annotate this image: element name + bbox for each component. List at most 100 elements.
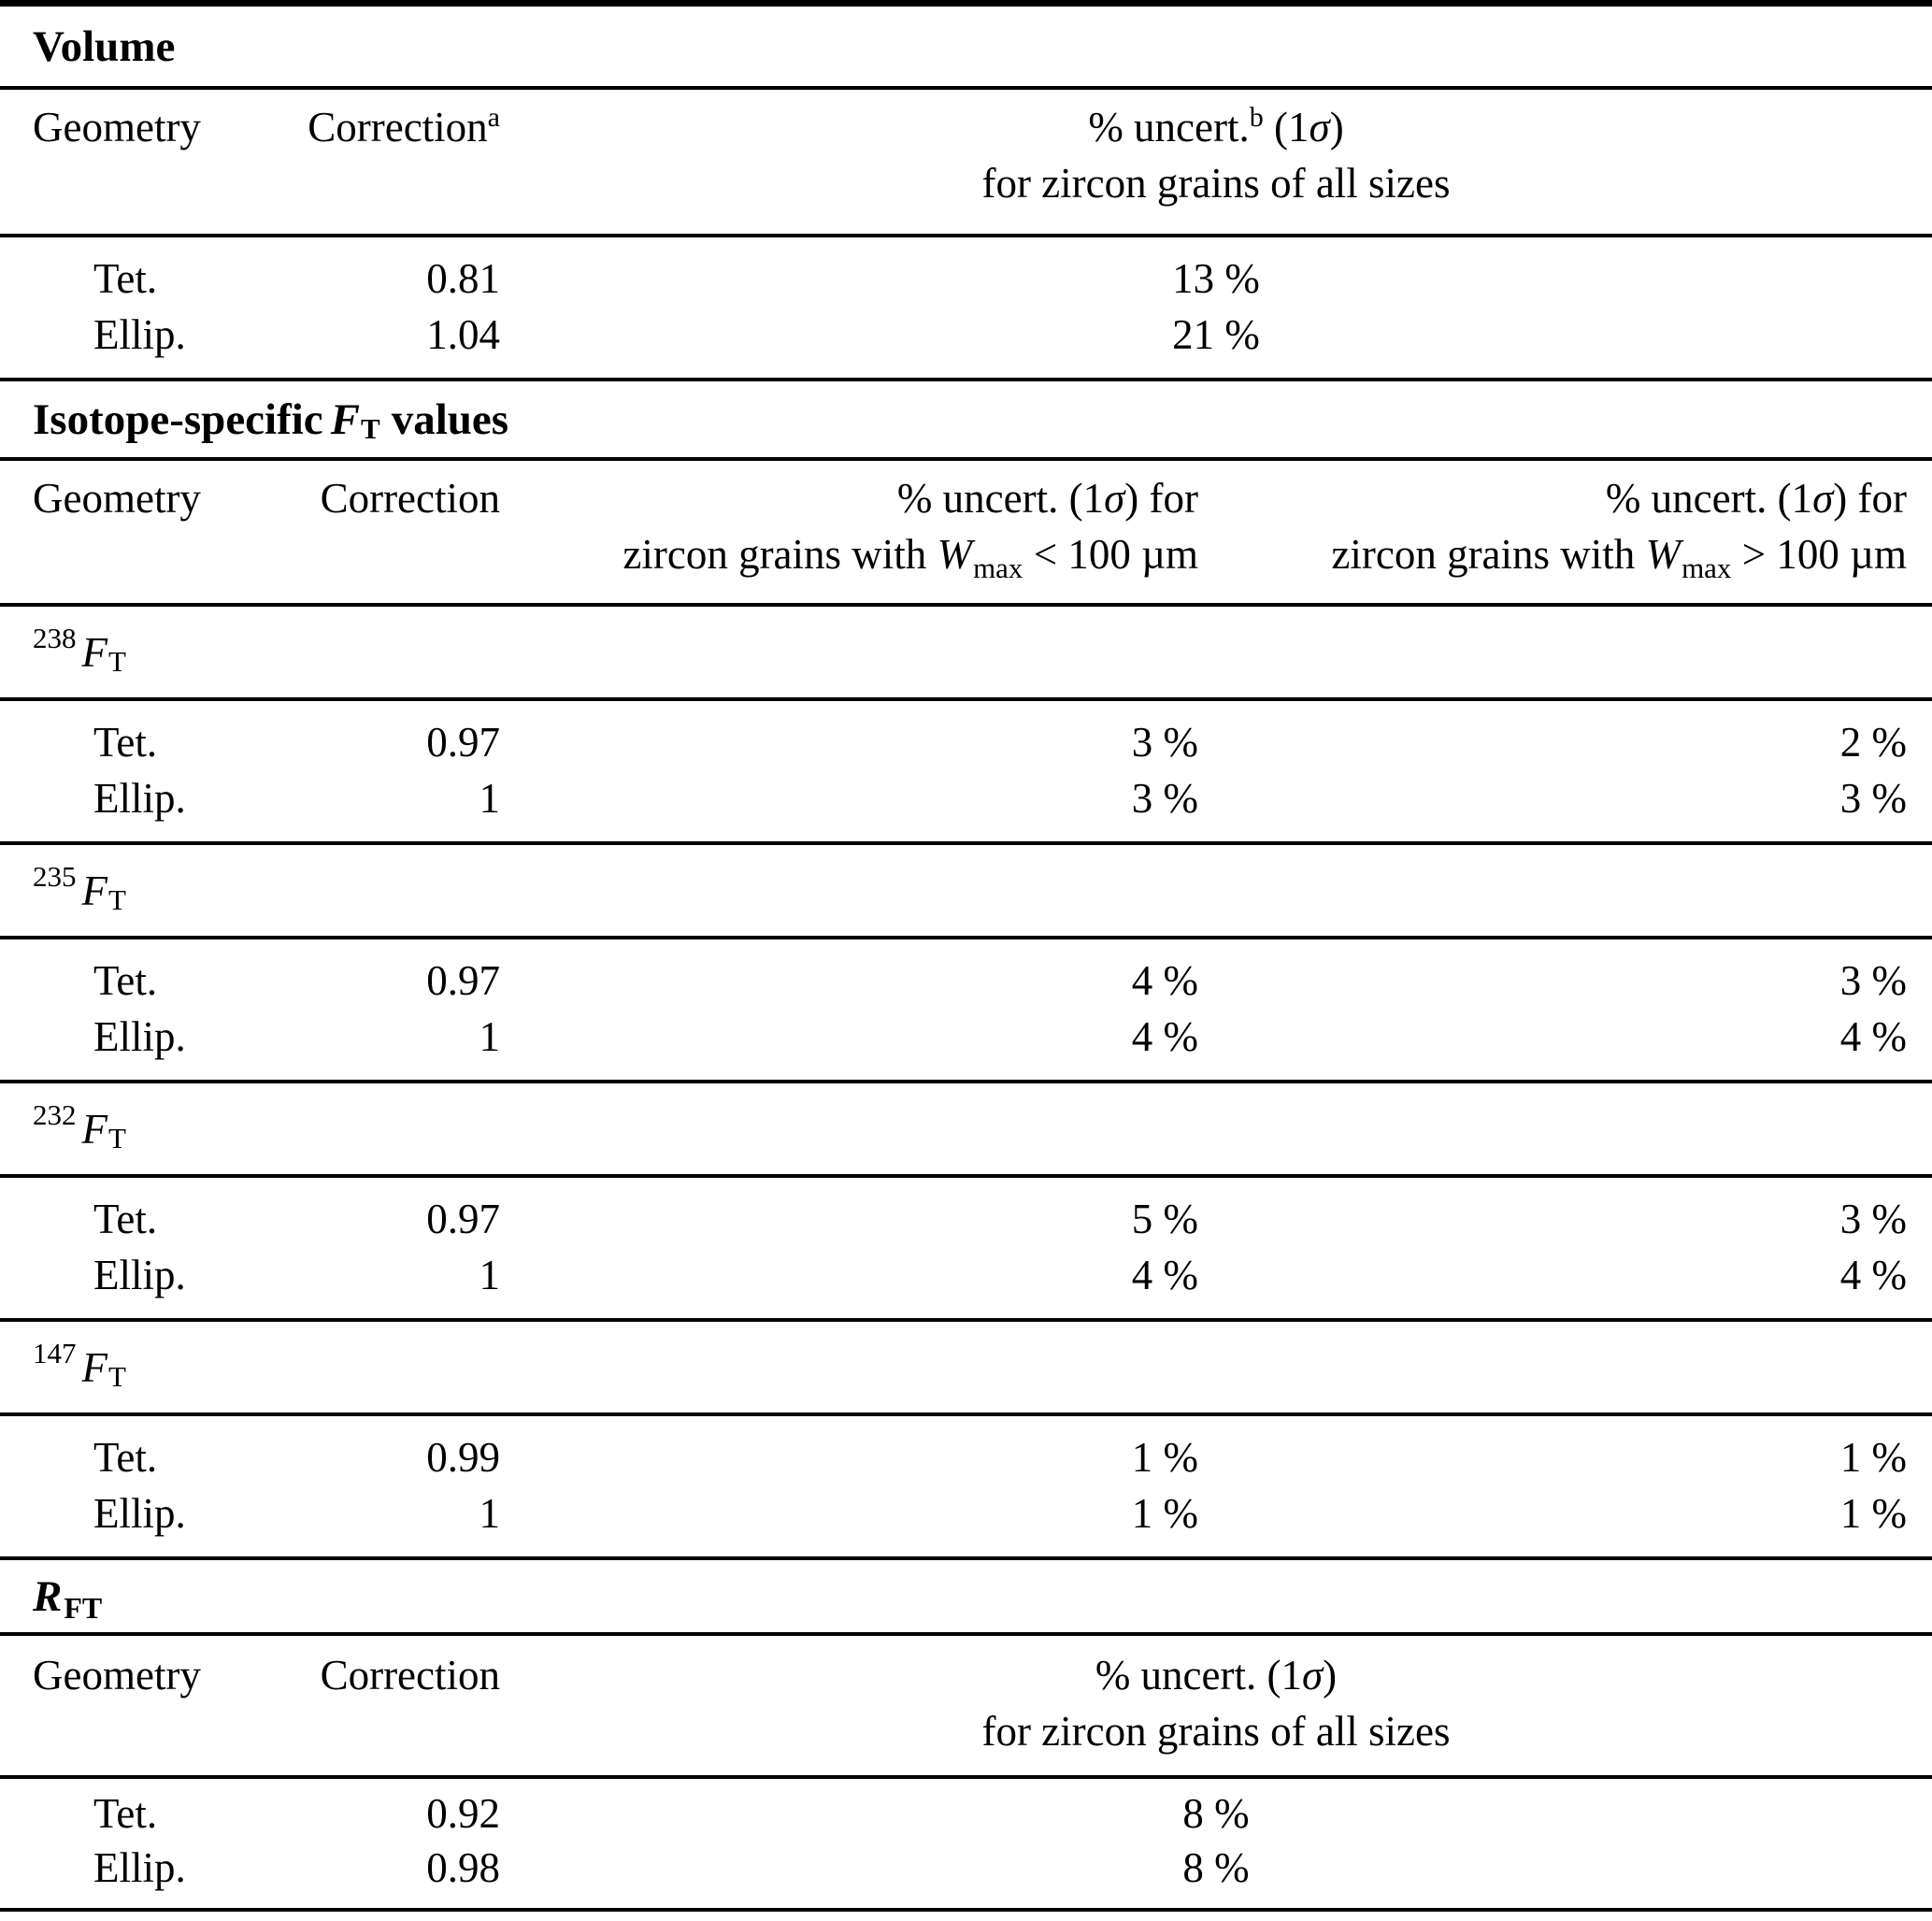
table-row: Ellip. 1 1 % 1 % bbox=[0, 1485, 1932, 1541]
cell-uncert-large: 4 % bbox=[1839, 1252, 1907, 1298]
cell-geometry: Ellip. bbox=[93, 1013, 186, 1060]
math-w-symbol: W bbox=[1645, 531, 1682, 578]
cell-correction: 0.99 bbox=[426, 1434, 500, 1481]
table-bottom-rule bbox=[0, 1908, 1932, 1912]
cell-uncert-small: 4 % bbox=[1131, 1013, 1198, 1060]
cell-correction: 0.92 bbox=[426, 1790, 500, 1837]
cell-uncert-small: 1 % bbox=[1131, 1490, 1198, 1537]
header-label: Geometry bbox=[33, 1652, 201, 1699]
cell-uncert-large: 2 % bbox=[1839, 719, 1907, 766]
cell-uncertainty: 8 % bbox=[1182, 1790, 1250, 1837]
rft-data: Tet. 0.92 8 % Ellip. 0.98 8 % bbox=[0, 1779, 1932, 1908]
header-label: Correction bbox=[320, 1652, 500, 1699]
uncertainty-header-line1: % uncert. (1σ) for bbox=[896, 475, 1198, 522]
volume-header-uncertainty: % uncert.b (1σ) for zircon grains of all… bbox=[500, 99, 1932, 234]
table-row: Tet. 0.81 13 % bbox=[0, 251, 1932, 307]
isotope-header-uncert-small-grains: % uncert. (1σ) for zircon grains with Wm… bbox=[500, 470, 1198, 603]
table-row: Ellip. 1 3 % 3 % bbox=[0, 770, 1932, 826]
table-row: Tet. 0.97 4 % 3 % bbox=[0, 953, 1932, 1009]
cell-uncert-small: 1 % bbox=[1131, 1434, 1198, 1481]
volume-title-text: Volume bbox=[33, 22, 176, 71]
isotope-header-correction: Correction bbox=[215, 470, 500, 603]
subsection-data-232ft: Tet. 0.97 5 % 3 % Ellip. 1 4 % 4 % bbox=[0, 1178, 1932, 1318]
table-row: Ellip. 0.98 8 % bbox=[0, 1841, 1932, 1895]
subsection-label-238ft: 238 F T bbox=[33, 621, 126, 678]
cell-uncert-large: 1 % bbox=[1839, 1434, 1907, 1481]
table-rule bbox=[0, 234, 1932, 237]
volume-header-geometry: Geometry bbox=[0, 99, 215, 234]
header-label: Geometry bbox=[33, 475, 201, 522]
section-title-volume: Volume bbox=[0, 7, 1932, 86]
bottom-margin bbox=[0, 1912, 1932, 1917]
cell-correction: 0.97 bbox=[426, 1196, 500, 1242]
cell-geometry: Ellip. bbox=[93, 1252, 186, 1298]
cell-geometry: Tet. bbox=[93, 1790, 158, 1837]
cell-uncert-large: 3 % bbox=[1839, 957, 1907, 1004]
subsection-label-147ft: 147 F T bbox=[33, 1336, 126, 1393]
subsection-data-238ft: Tet. 0.97 3 % 2 % Ellip. 1 3 % 3 % bbox=[0, 701, 1932, 841]
math-f-symbol: F bbox=[330, 394, 361, 444]
cell-uncert-large: 3 % bbox=[1839, 1196, 1907, 1242]
cell-uncert-large: 1 % bbox=[1839, 1490, 1907, 1537]
volume-data: Tet. 0.81 13 % Ellip. 1.04 21 % bbox=[0, 237, 1932, 378]
table-rule bbox=[0, 1632, 1932, 1636]
footnote-marker-b: b bbox=[1249, 102, 1264, 133]
table-rule bbox=[0, 457, 1932, 461]
table-row: Tet. 0.92 8 % bbox=[0, 1786, 1932, 1841]
uncertainty-header-line1: % uncert.b (1σ) bbox=[1088, 102, 1344, 151]
table-rule bbox=[0, 1080, 1932, 1083]
cell-geometry: Ellip. bbox=[93, 311, 186, 358]
cell-correction: 1 bbox=[479, 1252, 501, 1298]
table-row: Ellip. 1.04 21 % bbox=[0, 307, 1932, 363]
table-rule bbox=[0, 841, 1932, 845]
cell-uncert-small: 5 % bbox=[1131, 1196, 1198, 1242]
uncertainty-header-line2: for zircon grains of all sizes bbox=[981, 1708, 1451, 1755]
cell-uncert-small: 4 % bbox=[1131, 1252, 1198, 1298]
volume-header-correction: Correctiona bbox=[215, 99, 500, 234]
cell-uncert-small: 3 % bbox=[1131, 775, 1198, 822]
cell-geometry: Tet. bbox=[93, 1434, 158, 1481]
math-f-symbol: F bbox=[81, 867, 108, 914]
table-rule bbox=[0, 378, 1932, 381]
math-f-symbol: F bbox=[81, 1343, 108, 1391]
cell-uncertainty: 8 % bbox=[1182, 1844, 1250, 1891]
cell-geometry: Ellip. bbox=[93, 1844, 186, 1891]
isotope-column-headers: Geometry Correction % uncert. (1σ) for z… bbox=[0, 461, 1932, 603]
cell-correction: 1.04 bbox=[426, 311, 500, 358]
rft-header-correction: Correction bbox=[215, 1647, 500, 1775]
math-w-symbol: W bbox=[937, 531, 973, 578]
uncertainty-header-line1: % uncert. (1σ) for bbox=[1605, 475, 1907, 522]
math-f-symbol: F bbox=[81, 628, 108, 676]
cell-correction: 1 bbox=[479, 775, 501, 822]
cell-geometry: Tet. bbox=[93, 719, 158, 766]
isotope-header-geometry: Geometry bbox=[0, 470, 215, 603]
header-label: Correction bbox=[308, 104, 488, 151]
cell-geometry: Ellip. bbox=[93, 1490, 186, 1537]
table-rule bbox=[0, 1775, 1932, 1779]
cell-correction: 0.98 bbox=[426, 1844, 500, 1891]
cell-geometry: Tet. bbox=[93, 1196, 158, 1242]
sigma-symbol: σ bbox=[1309, 104, 1330, 151]
section-title-rft: R FT bbox=[33, 1571, 103, 1625]
cell-geometry: Tet. bbox=[93, 957, 158, 1004]
sigma-symbol: σ bbox=[1812, 475, 1834, 522]
cell-uncertainty: 21 % bbox=[1172, 311, 1260, 358]
subsection-data-147ft: Tet. 0.99 1 % 1 % Ellip. 1 1 % 1 % bbox=[0, 1416, 1932, 1556]
table-row: Tet. 0.97 3 % 2 % bbox=[0, 714, 1932, 770]
sigma-symbol: σ bbox=[1301, 1652, 1324, 1699]
isotope-header-uncert-large-grains: % uncert. (1σ) for zircon grains with Wm… bbox=[1198, 470, 1932, 603]
subsection-label-232ft: 232 F T bbox=[33, 1097, 126, 1154]
uncertainty-header-line2: zircon grains with Wmax > 100 µm bbox=[1331, 531, 1907, 584]
table-top-rule bbox=[0, 0, 1932, 7]
footnote-marker-a: a bbox=[487, 102, 500, 133]
cell-correction: 0.97 bbox=[426, 957, 500, 1004]
isotope-title-text: Isotope-specific bbox=[33, 394, 323, 444]
uncertainty-header-line1: % uncert. (1σ) bbox=[1095, 1652, 1338, 1699]
table-rule bbox=[0, 1174, 1932, 1178]
rft-header-geometry: Geometry bbox=[0, 1647, 215, 1775]
w-subscript-max: max bbox=[1682, 552, 1732, 584]
volume-column-headers: Geometry Correctiona % uncert.b (1σ) for… bbox=[0, 90, 1932, 234]
table-rule bbox=[0, 697, 1932, 701]
